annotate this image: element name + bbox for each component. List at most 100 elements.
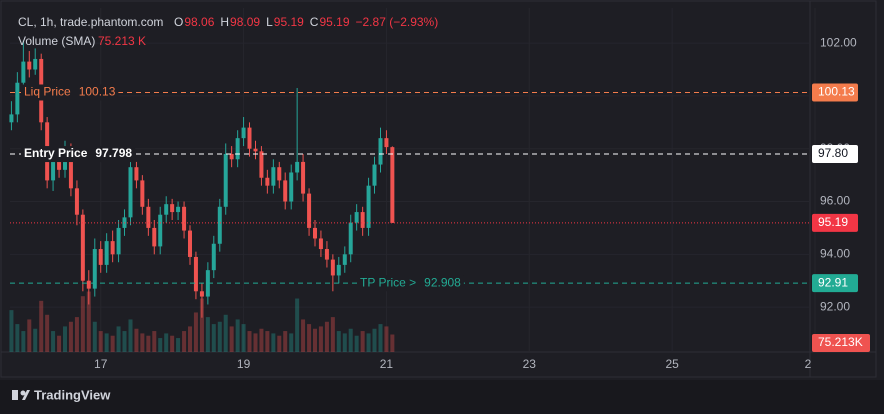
candle-body (313, 227, 317, 239)
candle-body (390, 147, 395, 223)
footer-bar (0, 380, 884, 414)
volume-bar (110, 335, 115, 352)
volume-bar (80, 296, 85, 352)
volume-bar (146, 335, 151, 352)
price-line-value: 92.908 (424, 275, 461, 289)
candle-body (259, 151, 264, 178)
volume-bar (390, 334, 395, 352)
candle-body (21, 61, 26, 83)
price-line-label: TP Price > (360, 275, 416, 289)
volume-axis-box (812, 334, 870, 352)
candle-body (116, 227, 121, 255)
volume-bar (27, 319, 32, 352)
volume-bar (182, 331, 187, 352)
volume-bar (158, 338, 163, 352)
volume-bar (283, 331, 288, 352)
candle-body (110, 241, 115, 255)
candle-body (15, 82, 20, 115)
volume-bar (63, 326, 67, 352)
candle-body (170, 204, 175, 213)
price-axis-box (812, 145, 858, 164)
volume-bar (229, 326, 234, 352)
candle-body (68, 148, 73, 189)
volume-bar (205, 317, 210, 352)
volume-bar (307, 324, 312, 352)
volume-bar (57, 335, 62, 352)
price-axis-label: 95.19 (818, 215, 848, 229)
candle-body (247, 127, 252, 149)
volume-bar (241, 324, 246, 352)
volume-bar (295, 298, 300, 352)
candle-body (253, 148, 258, 152)
candle-body (336, 264, 341, 276)
volume-bar (116, 326, 121, 352)
y-tick-label: 96.00 (820, 194, 850, 208)
x-tick-label: 2 (805, 357, 812, 371)
y-tick-label: 92.00 (820, 299, 850, 313)
price-line-label-bg (21, 146, 136, 163)
ohlc-value: 98.09 (230, 15, 260, 29)
x-tick-label: 23 (523, 357, 537, 371)
candle-body (158, 214, 163, 247)
candle-body (9, 114, 14, 123)
candle-body (98, 249, 103, 265)
candle-body (360, 212, 365, 228)
candle-body (211, 243, 216, 271)
symbol: CL, 1h, trade.phantom.com (18, 15, 163, 29)
candle-body (217, 206, 222, 244)
volume-bar (354, 335, 359, 352)
volume-bar (15, 324, 20, 352)
price-line-value: 97.798 (95, 146, 132, 160)
volume-bar (33, 328, 38, 352)
candle-body (283, 180, 288, 202)
price-axis-box (812, 274, 858, 293)
candle-body (277, 167, 282, 181)
candle-body (289, 172, 294, 202)
volume-bar (39, 300, 44, 352)
ohlc-legend: O 98.06 H 98.09 L 95.19 C 95.19 −2.87 (−2.93%) (174, 15, 438, 29)
volume-bar (134, 328, 139, 352)
volume-bar (342, 333, 347, 352)
volume-bar (9, 310, 14, 352)
volume-bar (98, 331, 103, 352)
volume-bar (104, 333, 109, 352)
volume-bar (259, 328, 264, 352)
candle-body (318, 238, 323, 250)
candle-body (134, 167, 139, 181)
volume-bar (217, 321, 222, 352)
volume-bar (277, 335, 282, 352)
volume-bar (360, 331, 365, 352)
candle-body (176, 206, 181, 213)
price-axis-box (812, 83, 858, 102)
y-tick-label: 94.00 (820, 246, 850, 260)
volume-bar (21, 331, 26, 352)
volume-bar (223, 314, 228, 352)
logo (12, 390, 30, 400)
candle-body (146, 206, 151, 228)
volume-bar (253, 333, 258, 352)
volume-bar (211, 324, 216, 352)
volume-bar (68, 321, 73, 352)
volume-bar (164, 333, 169, 352)
candle-body (301, 161, 306, 194)
volume-bar (301, 319, 306, 352)
candle-body (182, 206, 187, 231)
volume-bar (324, 321, 329, 352)
ohlc-value: 98.06 (184, 15, 214, 29)
price-line-value: 100.13 (79, 85, 116, 99)
candle-body (295, 161, 300, 173)
volume-axis-label: 75.213K (818, 335, 863, 349)
candle-body (74, 188, 79, 215)
candle-body (27, 61, 32, 70)
volume-bar (51, 331, 56, 352)
price-line-label: Liq Price (24, 85, 71, 99)
candle-body (128, 167, 133, 218)
candle-body (152, 227, 157, 247)
candle-body (324, 249, 329, 260)
volume-bar (378, 324, 383, 352)
change: −2.87 (−2.93%) (356, 15, 439, 29)
volume-label: Volume (SMA) (18, 34, 95, 48)
candle-body (80, 214, 85, 281)
candle-body (354, 212, 359, 223)
